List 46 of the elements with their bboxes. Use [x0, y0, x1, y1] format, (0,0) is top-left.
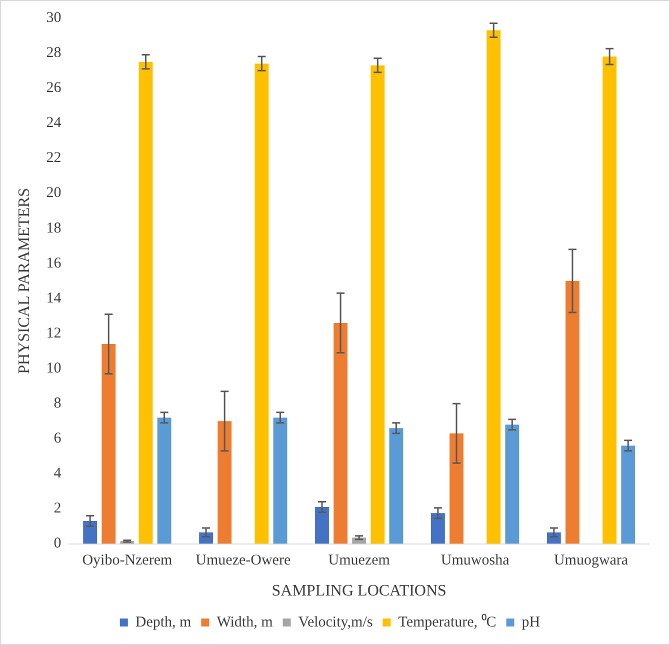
bar	[102, 344, 116, 544]
y-tick-label: 6	[54, 430, 62, 447]
y-tick-label: 26	[46, 80, 62, 96]
y-tick-label: 20	[46, 185, 62, 202]
legend-label: pH	[522, 614, 540, 630]
y-tick-label: 10	[46, 360, 62, 376]
bar	[566, 280, 580, 544]
x-tick-label: Oyibo-Nzerem	[82, 552, 172, 569]
x-tick-label: Umuwosha	[440, 552, 510, 569]
bar	[602, 56, 617, 544]
bar	[315, 506, 329, 544]
bar	[389, 428, 404, 544]
legend-label: Depth, m	[135, 614, 192, 630]
y-tick-label: 28	[46, 44, 62, 61]
legend-label: Velocity,m/s	[298, 614, 373, 630]
bar	[273, 418, 288, 544]
y-axis-title: PHYSICAL PARAMETERS	[16, 188, 33, 374]
y-tick-label: 16	[46, 255, 62, 272]
y-tick-label: 24	[46, 115, 62, 132]
bar	[430, 513, 445, 544]
bar	[218, 421, 232, 544]
bar	[334, 322, 348, 544]
x-tick-label: Umuezem	[328, 552, 390, 569]
bar	[486, 30, 501, 544]
y-tick-label: 4	[54, 466, 62, 482]
x-axis-title: SAMPLING LOCATIONS	[272, 582, 446, 600]
legend-label: Width, m	[216, 614, 274, 630]
bar	[370, 65, 385, 544]
y-tick-label: 18	[46, 220, 62, 236]
x-tick-label: Umuogwara	[554, 552, 628, 569]
bar	[157, 418, 172, 544]
y-tick-label: 30	[46, 10, 62, 26]
bar	[83, 521, 98, 544]
y-tick-label: 8	[54, 396, 62, 412]
y-tick-label: 12	[46, 325, 62, 342]
y-tick-label: 14	[46, 290, 62, 306]
bar	[621, 446, 636, 544]
y-tick-label: 22	[46, 150, 62, 166]
legend-label: Temperature, ⁰C	[398, 613, 496, 630]
y-tick-label: 0	[54, 536, 62, 552]
x-tick-label: Umueze-Owere	[196, 552, 291, 569]
bar	[450, 433, 464, 544]
bar	[138, 62, 153, 544]
bar	[505, 424, 520, 544]
y-tick-label: 2	[54, 500, 62, 517]
bar	[254, 64, 269, 544]
